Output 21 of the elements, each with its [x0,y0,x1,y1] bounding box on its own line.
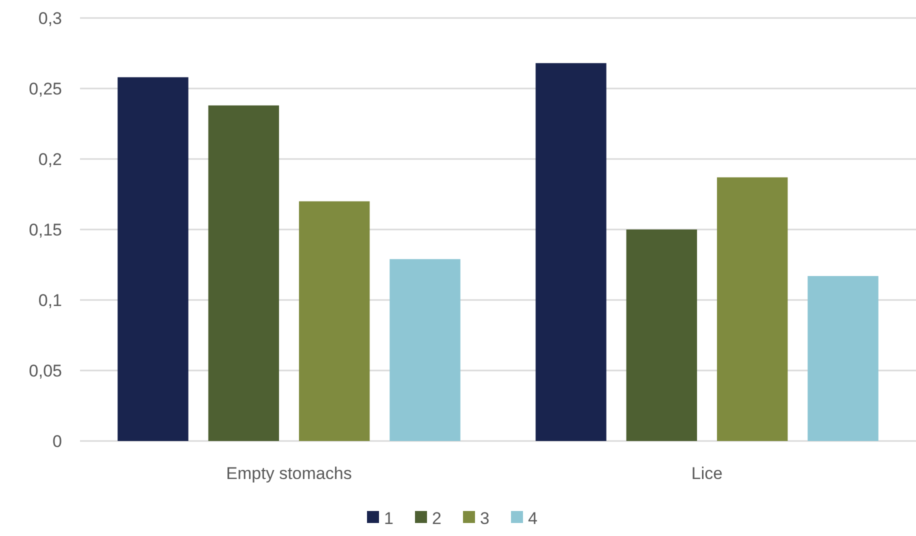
y-tick-label: 0,3 [38,8,62,28]
y-tick-label: 0,25 [28,79,62,98]
legend-label: 1 [384,508,394,528]
x-tick-label: Lice [691,464,723,483]
y-tick-label: 0 [52,432,62,451]
bar [298,201,370,441]
bar [808,276,878,441]
y-tick-label: 0,05 [28,361,62,380]
y-tick-label: 0,2 [38,150,62,169]
legend-label: 2 [432,508,442,528]
bar [626,230,698,441]
bar [118,77,188,441]
bar [208,105,280,441]
y-tick-label: 0,15 [28,220,62,240]
bar [536,63,606,441]
x-tick-label: Empty stomachs [226,464,352,483]
bar [390,259,460,441]
legend-label: 3 [480,508,490,528]
legend-label: 4 [528,508,538,528]
y-tick-label: 0,1 [38,290,62,310]
bar [716,177,788,441]
